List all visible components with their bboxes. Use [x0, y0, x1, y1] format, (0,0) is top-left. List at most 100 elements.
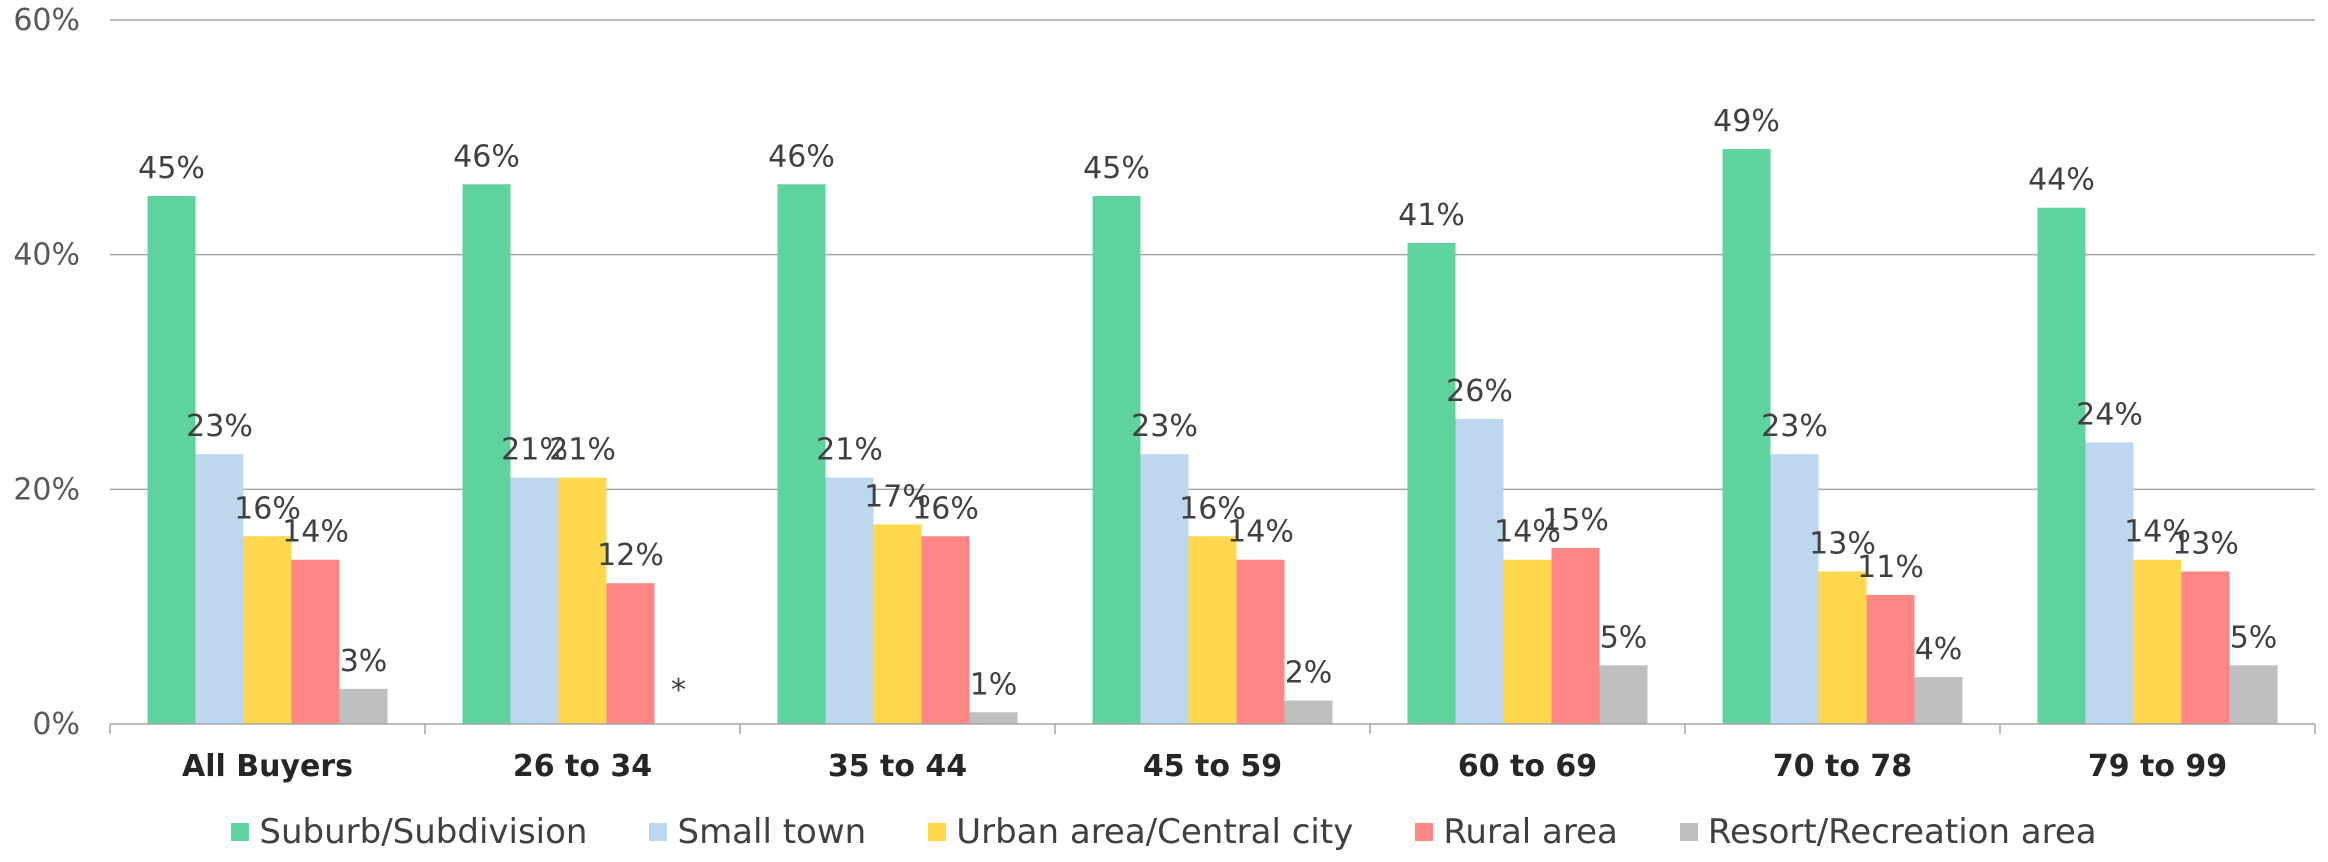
bar — [243, 536, 292, 724]
bar — [2085, 442, 2134, 724]
data-label: 17% — [864, 480, 931, 515]
bar — [1455, 418, 1504, 724]
bar — [2181, 571, 2230, 724]
x-tick-label: 35 to 44 — [828, 749, 967, 784]
bar — [339, 688, 388, 724]
data-label: * — [671, 673, 686, 708]
bar — [1236, 559, 1285, 724]
bar — [825, 477, 874, 724]
bar — [2229, 665, 2278, 724]
x-tick-label: 60 to 69 — [1458, 749, 1597, 784]
data-label: 13% — [2172, 526, 2239, 561]
bar — [777, 184, 826, 724]
legend-item: Resort/Recreation area — [1679, 812, 2097, 852]
bar — [1092, 196, 1141, 724]
legend-label: Resort/Recreation area — [1707, 812, 2097, 852]
data-label: 24% — [2076, 397, 2143, 432]
y-tick-label: 60% — [13, 3, 80, 38]
y-axis-tick-labels: 0% 20% 40% 60% — [13, 3, 80, 742]
data-label: 23% — [186, 409, 253, 444]
data-label: 14% — [1227, 515, 1294, 550]
data-label: 26% — [1446, 374, 1513, 409]
data-label: 14% — [1494, 515, 1561, 550]
data-label: 5% — [1600, 620, 1648, 655]
x-tick-label: All Buyers — [182, 749, 353, 784]
data-label: 16% — [234, 491, 301, 526]
bar — [1503, 559, 1552, 724]
bar — [510, 477, 559, 724]
bar — [606, 583, 655, 724]
data-label: 44% — [2028, 163, 2095, 198]
y-tick-label: 0% — [32, 707, 80, 742]
data-label: 45% — [1083, 151, 1150, 186]
bar — [1770, 454, 1819, 724]
data-label: 1% — [970, 667, 1018, 702]
bar — [195, 454, 244, 724]
legend: Suburb/Subdivision Small town Urban area/C… — [0, 802, 2328, 862]
bar — [1284, 700, 1333, 724]
x-tick-label: 26 to 34 — [513, 749, 652, 784]
bar — [2133, 559, 2182, 724]
legend-item: Rural area — [1415, 812, 1618, 852]
bars — [147, 149, 2278, 725]
data-label: 23% — [1761, 409, 1828, 444]
legend-item: Suburb/Subdivision — [231, 812, 587, 852]
legend-swatch — [1415, 823, 1434, 841]
data-label: 41% — [1398, 198, 1465, 233]
gridlines — [110, 19, 2315, 491]
bar — [969, 712, 1018, 724]
y-tick-label: 20% — [13, 472, 80, 507]
data-label: 23% — [1131, 409, 1198, 444]
legend-swatch — [1679, 823, 1698, 841]
bar — [1818, 571, 1867, 724]
bar-chart: 0%20%40%60% 45%23%16%14%3%46%21%21%12%*4… — [13, 3, 2316, 784]
legend-item: Small town — [649, 812, 866, 852]
bar — [558, 477, 607, 724]
bar — [1914, 677, 1963, 724]
bar — [1551, 548, 1600, 724]
x-tick-label: 70 to 78 — [1773, 749, 1912, 784]
data-label: 14% — [2124, 515, 2191, 550]
data-label: 16% — [912, 491, 979, 526]
data-label: 14% — [282, 515, 349, 550]
data-label: 13% — [1809, 526, 1876, 561]
data-labels: 45%23%16%14%3%46%21%21%12%*46%21%17%16%1… — [138, 104, 2277, 708]
data-label: 12% — [597, 538, 664, 573]
y-tick-label: 40% — [13, 238, 80, 273]
data-label: 21% — [816, 433, 883, 468]
bar — [147, 196, 196, 724]
bar — [1188, 536, 1237, 724]
bar — [291, 559, 340, 724]
bar — [921, 536, 970, 724]
data-label: 15% — [1542, 503, 1609, 538]
bar — [1722, 149, 1771, 725]
legend-label: Suburb/Subdivision — [259, 812, 588, 852]
bar — [873, 524, 922, 724]
legend-swatch — [231, 823, 250, 841]
bar — [1140, 454, 1189, 724]
data-label: 2% — [1285, 656, 1333, 691]
legend-label: Urban area/Central city — [956, 812, 1354, 852]
data-label: 5% — [2230, 620, 2278, 655]
bar — [462, 184, 511, 724]
data-label: 11% — [1857, 550, 1924, 585]
legend-label: Small town — [677, 812, 867, 852]
x-axis: All Buyers 26 to 34 35 to 44 45 to 59 60 to … — [109, 723, 2316, 784]
data-label: 21% — [549, 433, 616, 468]
legend-label: Rural area — [1443, 812, 1618, 852]
data-label: 3% — [340, 644, 388, 679]
bar — [1407, 242, 1456, 724]
data-label: 45% — [138, 151, 205, 186]
data-label: 21% — [501, 433, 568, 468]
bar — [1599, 665, 1648, 724]
x-tick-label: 45 to 59 — [1143, 749, 1282, 784]
data-label: 46% — [768, 139, 835, 174]
data-label: 4% — [1915, 632, 1963, 667]
legend-swatch — [928, 823, 947, 841]
bar — [2037, 207, 2086, 724]
data-label: 49% — [1713, 104, 1780, 139]
data-label: 46% — [453, 139, 520, 174]
legend-item: Urban area/Central city — [928, 812, 1353, 852]
x-tick-label: 79 to 99 — [2088, 749, 2227, 784]
data-label: 16% — [1179, 491, 1246, 526]
